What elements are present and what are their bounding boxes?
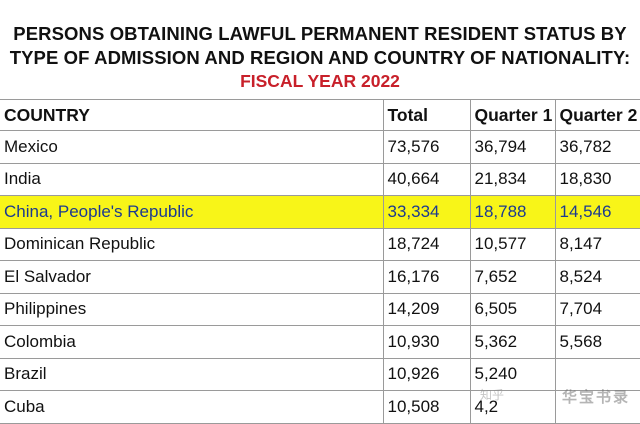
cell-total: 10,926 <box>382 357 471 391</box>
cell-quarter-2: 7,704 <box>554 292 640 326</box>
cell-quarter-2: 14,546 <box>554 195 640 229</box>
cell-country: Colombia <box>0 325 384 359</box>
fiscal-year-subtitle: FISCAL YEAR 2022 <box>240 71 400 91</box>
cell-quarter-1: 5,362 <box>469 325 556 359</box>
cell-total: 16,176 <box>382 260 471 294</box>
table-header-row: COUNTRY Total Quarter 1 Quarter 2 <box>0 99 640 131</box>
table-row: Mexico 73,576 36,794 36,782 <box>0 130 640 164</box>
column-header-quarter-1: Quarter 1 <box>469 99 556 131</box>
cell-quarter-2: 5,568 <box>554 325 640 359</box>
column-header-quarter-2: Quarter 2 <box>554 99 640 131</box>
table-row: El Salvador 16,176 7,652 8,524 <box>0 260 640 294</box>
table-row: Colombia 10,930 5,362 5,568 <box>0 325 640 359</box>
cell-quarter-1: 21,834 <box>469 162 556 196</box>
table-body: Mexico 73,576 36,794 36,782 India 40,664 21,83… <box>0 130 640 424</box>
cell-quarter-1: 6,505 <box>469 292 556 326</box>
cell-country: El Salvador <box>0 260 384 294</box>
cell-total: 18,724 <box>382 227 471 261</box>
cell-quarter-2: 36,782 <box>554 130 640 164</box>
cell-total: 10,930 <box>382 325 471 359</box>
watermark-zhihu: 知乎 <box>480 388 505 402</box>
cell-country: Brazil <box>0 357 384 391</box>
cell-quarter-2: 8,524 <box>554 260 640 294</box>
cell-quarter-2: 8,147 <box>554 227 640 261</box>
table-row: China, People's Republic 33,334 18,788 14,5… <box>0 195 640 229</box>
cell-quarter-2 <box>554 357 640 391</box>
lpr-table: COUNTRY Total Quarter 1 Quarter 2 Mexico… <box>0 99 640 424</box>
cell-quarter-1: 5,240 <box>469 357 556 391</box>
cell-quarter-1: 18,788 <box>469 195 556 229</box>
column-header-total: Total <box>382 99 471 131</box>
report-title-line-1: PERSONS OBTAINING LAWFUL PERMANENT RESID… <box>13 23 627 44</box>
cell-quarter-1: 10,577 <box>469 227 556 261</box>
report-title-line-2: TYPE OF ADMISSION AND REGION AND COUNTRY… <box>9 47 631 68</box>
cell-total: 14,209 <box>382 292 471 326</box>
cell-total: 73,576 <box>382 130 471 164</box>
cell-quarter-1: 36,794 <box>469 130 556 164</box>
column-header-country: COUNTRY <box>0 99 384 131</box>
cell-quarter-2: 18,830 <box>554 162 640 196</box>
cell-total: 10,508 <box>382 390 471 424</box>
cell-quarter-1: 7,652 <box>469 260 556 294</box>
table-row: Dominican Republic 18,724 10,577 8,147 <box>0 227 640 261</box>
cell-country: Philippines <box>0 292 384 326</box>
cell-country: China, People's Republic <box>0 195 384 229</box>
report-header: PERSONS OBTAINING LAWFUL PERMANENT RESID… <box>0 0 640 96</box>
table-row: Philippines 14,209 6,505 7,704 <box>0 292 640 326</box>
table-row: India 40,664 21,834 18,830 <box>0 162 640 196</box>
cell-country: Cuba <box>0 390 384 424</box>
watermark-logo: 华宝书录 <box>561 389 630 406</box>
table-row: Brazil 10,926 5,240 <box>0 357 640 391</box>
cell-country: India <box>0 162 384 196</box>
cell-total: 40,664 <box>382 162 471 196</box>
cell-country: Mexico <box>0 130 384 164</box>
cell-total: 33,334 <box>382 195 471 229</box>
cell-country: Dominican Republic <box>0 227 384 261</box>
table-row: Cuba 10,508 4,2 <box>0 390 640 424</box>
